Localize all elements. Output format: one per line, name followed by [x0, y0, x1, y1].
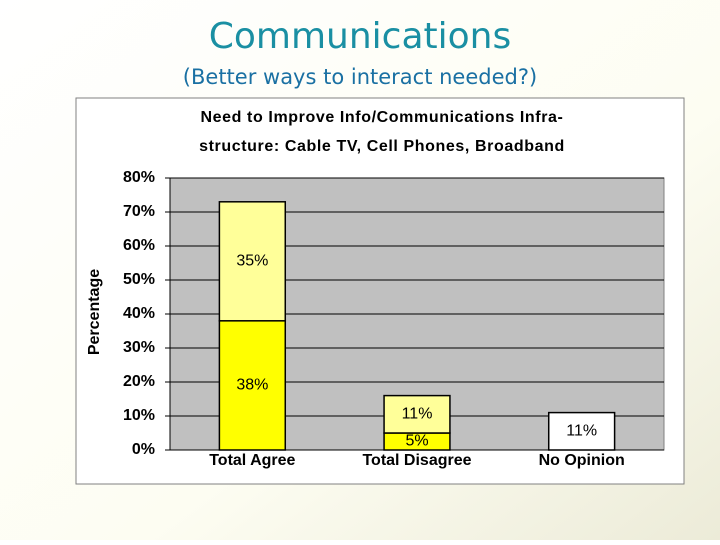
bar-segment: [383, 394, 451, 434]
chart-title: Need to Improve Info/Communications Infr…: [200, 109, 563, 126]
y-tick-label: 10%: [123, 407, 155, 424]
x-tick-label: Total Agree: [209, 452, 295, 469]
data-label: 11%: [566, 423, 597, 440]
y-tick-label: 40%: [123, 305, 155, 322]
chart: Need to Improve Info/Communications Infr…: [86, 109, 665, 469]
y-tick-label: 50%: [123, 271, 155, 288]
data-label: 38%: [236, 377, 268, 394]
data-label: 11%: [402, 406, 433, 423]
y-axis-label: Percentage: [86, 269, 103, 355]
y-tick-label: 80%: [123, 169, 155, 186]
slide-subtitle: (Better ways to interact needed?): [183, 65, 537, 89]
y-tick-label: 0%: [132, 441, 155, 458]
bar-segment: [218, 201, 287, 322]
y-tick-label: 20%: [123, 373, 155, 390]
chart-title: structure: Cable TV, Cell Phones, Broadb…: [199, 138, 565, 155]
data-label: 5%: [405, 433, 428, 450]
y-tick-label: 70%: [123, 203, 155, 220]
slide-title: Communications: [209, 16, 512, 57]
x-tick-label: No Opinion: [539, 452, 625, 469]
y-tick-label: 60%: [123, 237, 155, 254]
bar-segment: [547, 411, 616, 451]
x-tick-label: Total Disagree: [362, 452, 471, 469]
y-tick-label: 30%: [123, 339, 155, 356]
data-label: 35%: [236, 253, 268, 270]
